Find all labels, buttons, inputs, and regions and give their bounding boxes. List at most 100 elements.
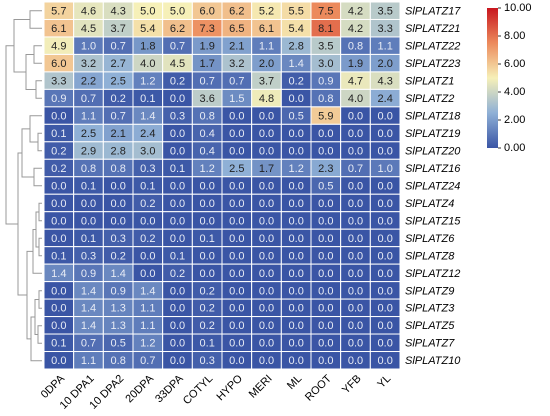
cell-label: 0.0 xyxy=(229,145,244,157)
cell-label: 0.0 xyxy=(289,145,304,157)
row-label: SlPLATZ8 xyxy=(405,250,455,262)
cell-label: 0.0 xyxy=(289,250,304,262)
cell-label: 0.0 xyxy=(170,128,185,140)
cell-label: 0.0 xyxy=(348,111,363,123)
cell-label: 0.0 xyxy=(229,320,244,332)
cell-label: 0.0 xyxy=(170,355,185,367)
cell-label: 0.0 xyxy=(229,250,244,262)
row-label: SlPLATZ18 xyxy=(405,111,461,123)
colorbar-tick-label: 0.00 xyxy=(504,142,525,154)
row-label: SlPLATZ7 xyxy=(405,338,455,350)
cell-label: 0.0 xyxy=(378,233,393,245)
cell-label: 6.2 xyxy=(229,6,244,18)
cell-label: 0.1 xyxy=(81,233,96,245)
cell-label: 0.2 xyxy=(200,320,215,332)
row-label: SlPLATZ2 xyxy=(405,93,454,105)
cell-label: 0.0 xyxy=(348,233,363,245)
cell-label: 3.6 xyxy=(200,93,215,105)
cell-label: 0.2 xyxy=(170,76,185,88)
cell-label: 0.7 xyxy=(170,41,185,53)
cell-label: 0.3 xyxy=(140,163,155,175)
cell-label: 0.0 xyxy=(348,215,363,227)
cell-label: 0.1 xyxy=(200,338,215,350)
cell-label: 5.9 xyxy=(318,111,333,123)
cell-label: 0.0 xyxy=(289,303,304,315)
cell-label: 0.0 xyxy=(170,93,185,105)
colorbar xyxy=(487,8,498,148)
cell-label: 0.0 xyxy=(259,355,274,367)
cell-label: 0.0 xyxy=(348,303,363,315)
cell-label: 0.0 xyxy=(51,215,66,227)
cell-label: 0.0 xyxy=(259,233,274,245)
cell-label: 6.0 xyxy=(51,58,66,70)
cell-label: 0.0 xyxy=(378,268,393,280)
cell-label: 2.5 xyxy=(111,76,126,88)
cell-label: 0.0 xyxy=(348,338,363,350)
cell-label: 5.4 xyxy=(289,23,304,35)
cell-label: 0.0 xyxy=(348,355,363,367)
cell-label: 0.0 xyxy=(51,198,66,210)
cell-label: 4.0 xyxy=(348,93,363,105)
cell-label: 0.2 xyxy=(51,145,66,157)
cell-label: 0.0 xyxy=(51,303,66,315)
cell-label: 4.2 xyxy=(348,23,363,35)
cell-label: 0.0 xyxy=(259,198,274,210)
cell-label: 0.0 xyxy=(378,215,393,227)
cell-label: 0.0 xyxy=(200,180,215,192)
row-label: SlPLATZ9 xyxy=(405,285,454,297)
cell-label: 0.0 xyxy=(289,233,304,245)
cell-label: 0.8 xyxy=(200,111,215,123)
cell-label: 0.2 xyxy=(200,285,215,297)
cell-label: 0.0 xyxy=(51,285,66,297)
cell-label: 0.1 xyxy=(140,93,155,105)
cell-label: 3.0 xyxy=(318,58,333,70)
cell-label: 0.0 xyxy=(170,145,185,157)
row-label: SlPLATZ16 xyxy=(405,163,461,175)
cell-label: 1.0 xyxy=(378,163,393,175)
column-label: MERI xyxy=(247,373,275,401)
cell-label: 0.0 xyxy=(229,233,244,245)
cell-label: 2.4 xyxy=(140,128,155,140)
cell-label: 1.2 xyxy=(140,338,155,350)
heatmap-cell xyxy=(369,351,401,370)
cell-label: 0.7 xyxy=(81,93,96,105)
cell-label: 2.3 xyxy=(318,163,333,175)
cell-label: 0.3 xyxy=(81,250,96,262)
cell-label: 0.1 xyxy=(51,250,66,262)
cell-label: 4.3 xyxy=(111,6,126,18)
cell-label: 0.1 xyxy=(140,180,155,192)
row-label: SlPLATZ20 xyxy=(405,145,461,157)
cell-label: 0.0 xyxy=(318,268,333,280)
cell-label: 0.1 xyxy=(51,338,66,350)
dendrogram xyxy=(5,10,42,362)
cell-label: 5.4 xyxy=(140,23,155,35)
cell-label: 0.0 xyxy=(318,128,333,140)
cell-label: 1.4 xyxy=(289,58,304,70)
cell-label: 0.2 xyxy=(140,198,155,210)
cell-label: 0.0 xyxy=(259,145,274,157)
cell-label: 0.0 xyxy=(111,215,126,227)
cell-label: 0.0 xyxy=(318,145,333,157)
cell-label: 0.0 xyxy=(348,268,363,280)
cell-label: 0.5 xyxy=(111,338,126,350)
cell-label: 0.0 xyxy=(289,180,304,192)
cell-label: 2.5 xyxy=(229,163,244,175)
cell-label: 0.9 xyxy=(81,268,96,280)
cell-label: 0.0 xyxy=(259,303,274,315)
colorbar-tick-label: 6.00 xyxy=(504,58,525,70)
cell-label: 0.0 xyxy=(51,233,66,245)
cell-label: 0.1 xyxy=(81,180,96,192)
cell-label: 0.2 xyxy=(140,233,155,245)
cell-label: 0.8 xyxy=(318,93,333,105)
cell-label: 0.0 xyxy=(348,285,363,297)
cell-label: 0.0 xyxy=(51,355,66,367)
cell-label: 6.1 xyxy=(51,23,66,35)
cell-label: 0.0 xyxy=(170,338,185,350)
cell-label: 4.5 xyxy=(170,58,185,70)
cell-label: 0.0 xyxy=(259,338,274,350)
cell-label: 2.4 xyxy=(378,93,393,105)
cell-label: 4.5 xyxy=(81,23,96,35)
row-label: SlPLATZ23 xyxy=(405,58,461,70)
cell-label: 1.3 xyxy=(111,303,126,315)
cell-label: 1.7 xyxy=(259,163,274,175)
